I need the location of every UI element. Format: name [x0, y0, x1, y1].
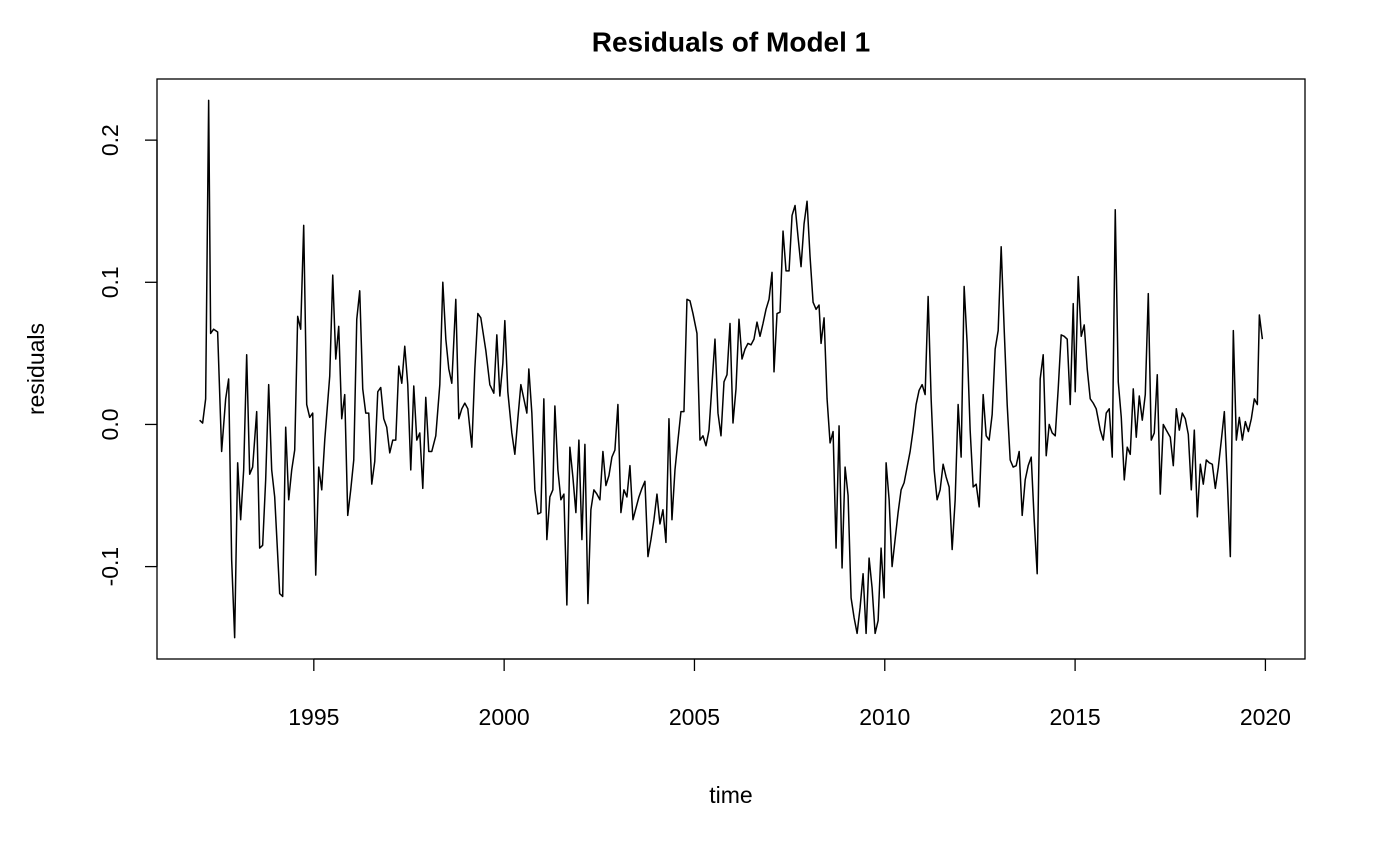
chart-title: Residuals of Model 1	[592, 26, 871, 57]
y-tick-label: -0.1	[97, 547, 123, 587]
x-tick-label: 2010	[859, 704, 910, 730]
x-tick-label: 2015	[1050, 704, 1101, 730]
x-tick-label: 2000	[479, 704, 530, 730]
y-axis-label: residuals	[23, 323, 49, 415]
x-tick-label: 2005	[669, 704, 720, 730]
y-tick-label: 0.0	[97, 408, 123, 440]
x-axis-label: time	[709, 782, 752, 808]
residual-line	[199, 99, 1264, 639]
x-tick-label: 2020	[1240, 704, 1291, 730]
x-tick-label: 1995	[288, 704, 339, 730]
y-tick-label: 0.2	[97, 124, 123, 156]
y-tick-label: 0.1	[97, 266, 123, 298]
